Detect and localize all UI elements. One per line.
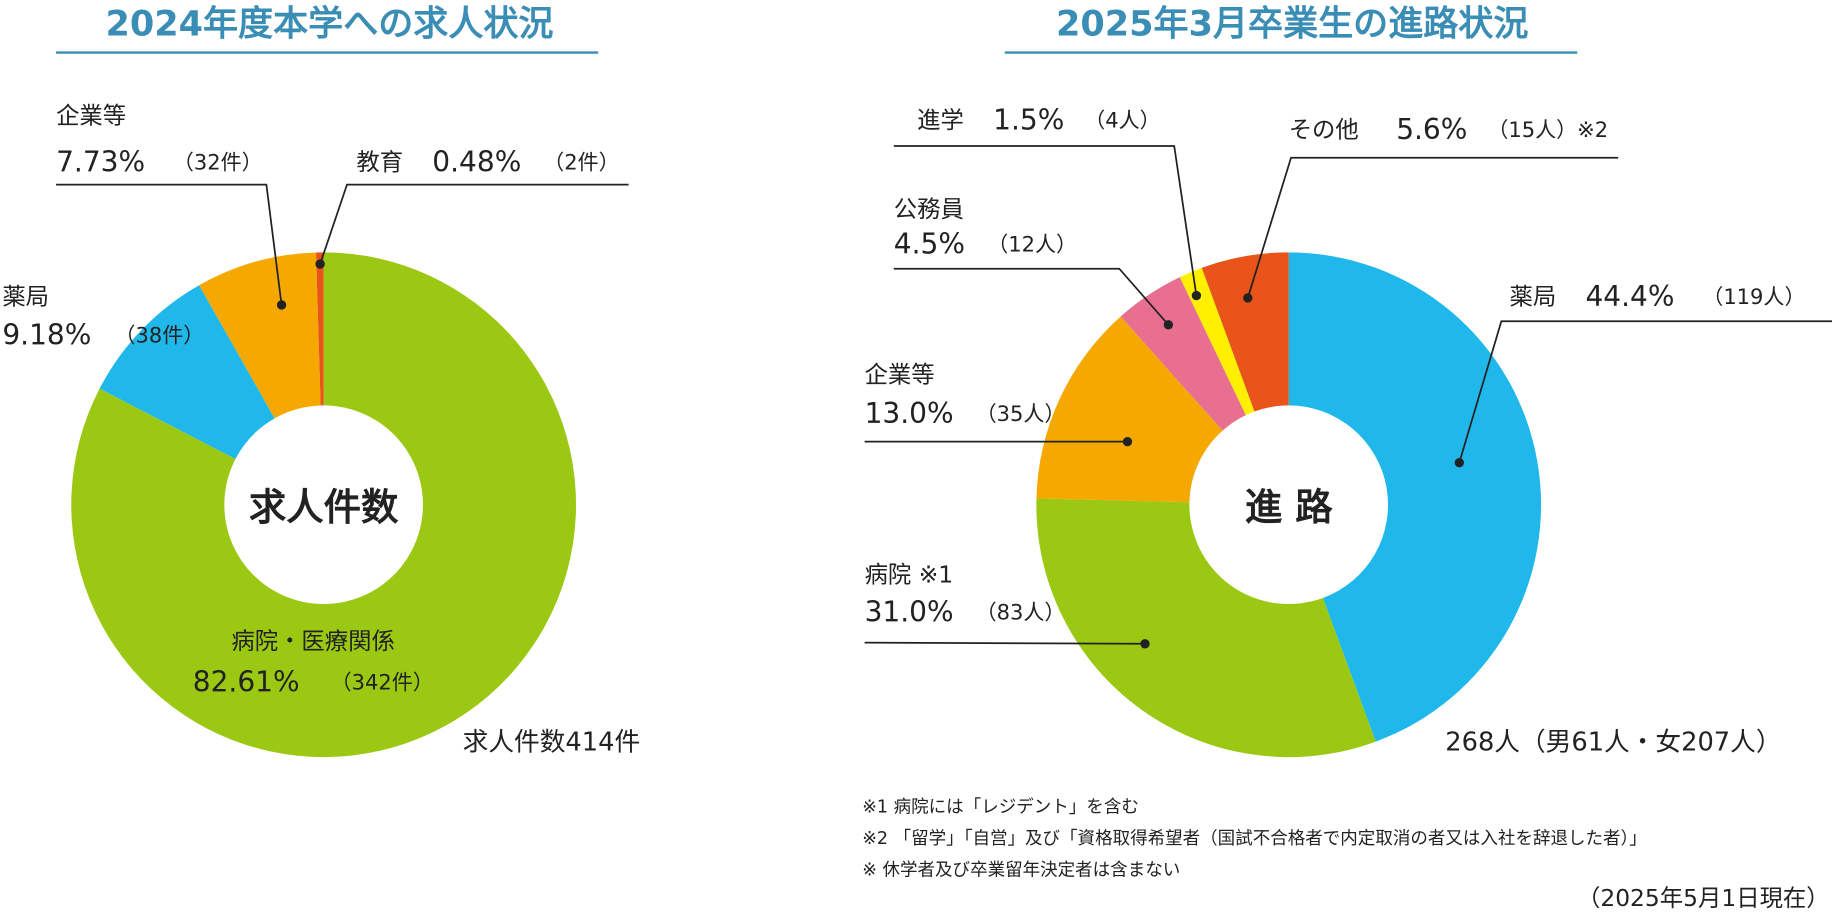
footnote: ※ 休学者及び卒業留年決定者は含まない: [862, 860, 1180, 880]
donut-slice: [1036, 316, 1223, 503]
leader-dot: [1140, 639, 1150, 649]
center-label: 求人件数: [249, 485, 399, 529]
slice-name: 公務員: [894, 195, 964, 223]
slice-count: （2件）: [543, 150, 619, 175]
leader-dot: [1454, 458, 1464, 468]
leader-dot: [1191, 290, 1202, 301]
slice-name: その他: [1289, 115, 1359, 143]
slice-name: 病院・医療関係: [231, 627, 395, 655]
slice-count: （342件）: [331, 669, 434, 694]
donut-slice: [1288, 252, 1542, 742]
leader-dot: [315, 259, 325, 269]
donut-slice: [71, 252, 577, 758]
slice-value: 9.18%: [2, 318, 91, 351]
leader-line: [893, 267, 1170, 326]
footnote: ※2 「留学」「自営」及び「資格取得希望者（国試不合格者で内定取消の者又は入社を…: [862, 829, 1647, 849]
chart-title: 2025年3月卒業生の進路状況: [1056, 4, 1528, 45]
slice-count: （83人）: [976, 599, 1066, 624]
leader-dot: [276, 300, 287, 310]
leader-dot: [1163, 320, 1174, 330]
slice-value: 5.6%: [1396, 113, 1467, 146]
slice-count: （15人）※2: [1487, 117, 1608, 142]
donut-slice: [1201, 252, 1289, 412]
slice-name: 企業等: [56, 101, 126, 129]
donut-slice: [99, 285, 275, 460]
slice-count: （119人）: [1702, 284, 1805, 309]
slice-count: （4人）: [1084, 108, 1160, 133]
center-label: 進 路: [1245, 485, 1333, 529]
slice-count: （35人）: [976, 401, 1066, 426]
leader-line: [1458, 320, 1832, 463]
slice-count: （38件）: [114, 322, 204, 347]
slice-name: 薬局: [1510, 282, 1557, 310]
donut-slice: [199, 252, 321, 419]
donut-slice: [316, 252, 324, 406]
slice-value: 13.0%: [865, 397, 954, 430]
slice-value: 7.73%: [56, 146, 145, 179]
leader-line: [893, 145, 1198, 296]
slice-name: 教育: [356, 148, 403, 176]
slice-count: （12人）: [987, 231, 1077, 256]
slice-value: 0.48%: [432, 146, 521, 179]
leader-dot: [1243, 293, 1253, 303]
slice-value: 44.4%: [1585, 280, 1674, 313]
leader-line: [1246, 156, 1619, 299]
donut-slice: [1036, 498, 1376, 758]
donut-slice: [1179, 267, 1255, 416]
leader-line: [56, 183, 283, 306]
slice-value: 82.61%: [193, 665, 300, 698]
slice-value: 1.5%: [993, 104, 1064, 137]
slice-count: （32件）: [173, 150, 263, 175]
slice-name: 企業等: [865, 361, 935, 389]
slice-value: 4.5%: [894, 227, 965, 260]
total-label: 求人件数414件: [463, 728, 640, 758]
leader-line: [864, 641, 1146, 645]
leader-dot: [1122, 436, 1133, 447]
total-label: 268人（男61人・女207人）: [1445, 728, 1781, 758]
leader-line: [319, 183, 629, 265]
as-of: （2025年5月1日現在）: [1577, 884, 1830, 912]
chart-title: 2024年度本学への求人状況: [105, 4, 553, 45]
slice-name: 病院 ※1: [865, 561, 954, 589]
slice-name: 進学: [917, 106, 964, 134]
slice-name: 薬局: [2, 282, 49, 310]
slice-value: 31.0%: [865, 595, 954, 628]
donut-slice: [1120, 277, 1246, 431]
footnote: ※1 病院には「レジデント」を含む: [862, 796, 1139, 817]
